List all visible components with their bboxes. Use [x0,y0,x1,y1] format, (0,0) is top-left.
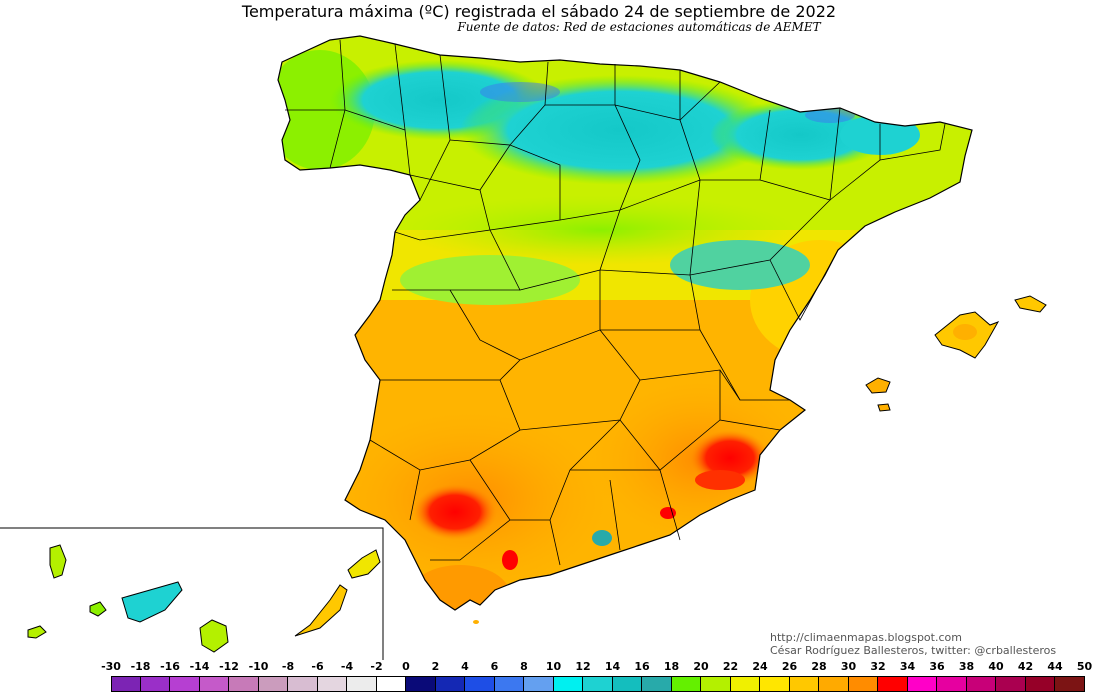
legend-tick: 40 [988,660,1004,673]
peninsula-outline [277,35,973,611]
legend-swatch [111,676,141,692]
legend-tick: -18 [130,660,151,673]
legend-tick: 44 [1047,660,1063,673]
temperature-legend: -30 -18 -16 -14 -12 -10 -8 -6 -4 -2 0 2 4 6 8 10 12 14 16 1… [0,660,1098,696]
legend-tick: 4 [461,660,469,673]
legend-swatch [996,676,1026,692]
legend-tick: -12 [219,660,239,673]
legend-tick: 12 [575,660,591,673]
legend-swatch [465,676,495,692]
legend-tick: 8 [520,660,528,673]
legend-swatch [258,676,288,692]
legend-swatch [553,676,583,692]
legend-tick: 30 [840,660,857,673]
legend-swatch [140,676,170,692]
legend-tick: -30 [101,660,121,673]
credits-author: César Rodríguez Ballesteros, twitter: @c… [770,644,1057,657]
legend-swatch [347,676,377,692]
canary-islands-inset [0,527,384,660]
legend-swatch [848,676,878,692]
legend-tick: -8 [281,660,295,673]
legend-tick: 14 [604,660,621,673]
legend-tick: 32 [870,660,886,673]
legend-tick: 0 [402,660,410,673]
legend-swatch [288,676,318,692]
legend-swatch [583,676,613,692]
legend-swatch [819,676,849,692]
legend-swatch [406,676,436,692]
legend-swatch [966,676,996,692]
ceuta [473,620,479,624]
legend-tick: -4 [340,660,354,673]
legend-swatch [229,676,259,692]
legend-tick: -16 [160,660,180,673]
temperature-map [0,35,1047,660]
credits: http://climaenmapas.blogspot.com César R… [770,631,1056,657]
legend-swatch [760,676,790,692]
legend-tick: 24 [752,660,768,673]
legend-tick: 36 [929,660,945,673]
legend-tick: 42 [1017,660,1034,673]
legend-tick: 28 [811,660,827,673]
legend-tick: -2 [370,660,383,673]
legend-swatch [317,676,347,692]
legend-tick: 10 [545,660,562,673]
legend-tick: 2 [431,660,440,673]
legend-swatch [878,676,908,692]
legend-swatch [671,676,701,692]
legend-swatch [1025,676,1055,692]
legend-tick: 34 [899,660,916,673]
legend-tick: -6 [311,660,324,673]
legend-swatch [907,676,937,692]
legend-tick: 50 [1076,660,1093,673]
map-title: Temperatura máxima (ºC) registrada el sá… [241,2,837,21]
legend-tick: 16 [634,660,650,673]
legend-tick: 22 [722,660,739,673]
legend-swatch [199,676,229,692]
legend-swatch [1055,676,1085,692]
legend-tick: 6 [490,660,499,673]
legend-swatch [494,676,524,692]
legend-swatch [642,676,672,692]
credits-url: http://climaenmapas.blogspot.com [770,631,962,644]
legend-tick: 38 [958,660,975,673]
legend-swatch [170,676,200,692]
legend-swatch [701,676,731,692]
legend-swatch [612,676,642,692]
legend-swatch [524,676,554,692]
legend-swatch [937,676,967,692]
legend-swatch [730,676,760,692]
province-borders [285,39,946,566]
legend-tick: 20 [693,660,709,673]
legend-tick: 26 [781,660,798,673]
legend-swatch [435,676,465,692]
legend-tick: 18 [663,660,680,673]
legend-swatch [789,676,819,692]
legend-swatch [376,676,406,692]
legend-tick: -10 [248,660,269,673]
legend-tick: -14 [189,660,210,673]
map-subtitle: Fuente de datos: Red de estaciones autom… [457,20,821,34]
balearic-islands [865,295,1047,412]
